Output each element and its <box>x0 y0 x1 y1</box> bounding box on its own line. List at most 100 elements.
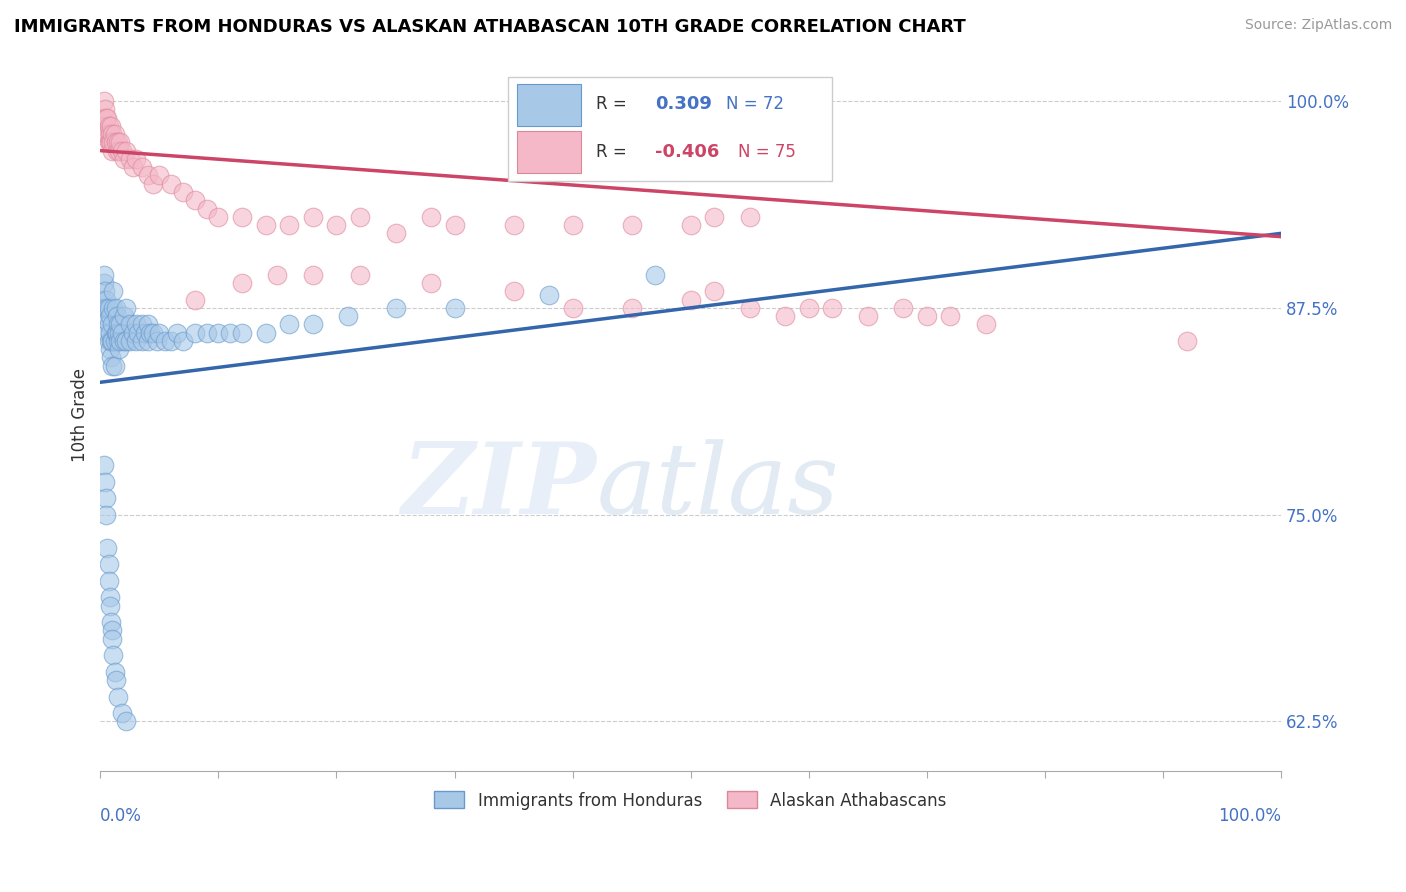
Point <box>125 334 148 348</box>
Point <box>96 293 118 307</box>
Point <box>679 293 702 307</box>
Point <box>107 136 129 150</box>
Point <box>703 285 725 299</box>
Point <box>97 301 120 315</box>
Text: R =: R = <box>596 95 637 113</box>
Point <box>105 326 128 340</box>
Text: 0.0%: 0.0% <box>100 806 142 825</box>
Point <box>349 210 371 224</box>
Point <box>104 301 127 315</box>
Point <box>821 301 844 315</box>
Point <box>118 152 141 166</box>
Point <box>96 127 118 141</box>
Point <box>103 665 125 679</box>
Point <box>91 119 114 133</box>
Text: 0.309: 0.309 <box>655 95 711 113</box>
Point <box>115 334 138 348</box>
Point <box>139 326 162 340</box>
Point <box>134 326 156 340</box>
Point <box>502 218 524 232</box>
Point <box>97 119 120 133</box>
Point <box>184 326 207 340</box>
Point <box>96 111 118 125</box>
Point <box>891 301 914 315</box>
Point <box>100 119 122 133</box>
Text: 100.0%: 100.0% <box>1218 806 1281 825</box>
Point <box>349 268 371 282</box>
FancyBboxPatch shape <box>517 131 581 173</box>
Point <box>939 309 962 323</box>
Point <box>110 706 132 721</box>
Point <box>101 127 124 141</box>
Point <box>136 334 159 348</box>
Point <box>703 210 725 224</box>
Point <box>148 326 170 340</box>
Point <box>101 334 124 348</box>
Point <box>110 136 132 150</box>
Point <box>97 558 120 572</box>
Point <box>98 136 121 150</box>
Point <box>644 268 666 282</box>
Point <box>105 144 128 158</box>
Point <box>98 342 121 356</box>
Text: N = 75: N = 75 <box>738 143 796 161</box>
Point <box>384 227 406 241</box>
Point <box>325 218 347 232</box>
Point <box>915 309 938 323</box>
Point <box>96 541 118 555</box>
Point <box>195 202 218 216</box>
Point <box>136 169 159 183</box>
Point <box>93 94 115 108</box>
Point <box>1175 334 1198 348</box>
Point <box>122 326 145 340</box>
Point <box>110 318 132 332</box>
Point <box>856 309 879 323</box>
Text: atlas: atlas <box>596 439 839 534</box>
Point <box>103 301 125 315</box>
Point <box>443 218 465 232</box>
Point <box>302 318 325 332</box>
Point <box>118 334 141 348</box>
Point <box>91 301 114 315</box>
Point <box>101 359 124 373</box>
Point <box>537 287 560 301</box>
Point <box>337 309 360 323</box>
Point <box>131 334 153 348</box>
Point <box>207 326 229 340</box>
Point <box>97 334 120 348</box>
Point <box>98 127 121 141</box>
Point <box>108 326 131 340</box>
Point <box>184 193 207 207</box>
Point <box>166 326 188 340</box>
Point <box>94 285 117 299</box>
Text: R =: R = <box>596 143 637 161</box>
Point <box>101 632 124 646</box>
Point <box>93 276 115 290</box>
Point <box>96 309 118 323</box>
Point <box>96 301 118 315</box>
Point <box>100 351 122 365</box>
Point <box>231 276 253 290</box>
Point <box>101 144 124 158</box>
Point <box>142 326 165 340</box>
Point <box>94 301 117 315</box>
Point <box>254 326 277 340</box>
Point <box>797 301 820 315</box>
Point <box>93 458 115 472</box>
Point <box>131 318 153 332</box>
Point <box>278 218 301 232</box>
Point <box>160 334 183 348</box>
Point <box>100 136 122 150</box>
Point <box>98 599 121 613</box>
Point <box>184 293 207 307</box>
Text: N = 72: N = 72 <box>725 95 785 113</box>
Point <box>115 714 138 729</box>
Point <box>131 160 153 174</box>
Point <box>254 218 277 232</box>
Text: -0.406: -0.406 <box>655 143 720 161</box>
Point <box>125 152 148 166</box>
Point <box>107 334 129 348</box>
Point <box>110 334 132 348</box>
Point <box>112 152 135 166</box>
FancyBboxPatch shape <box>517 84 581 126</box>
